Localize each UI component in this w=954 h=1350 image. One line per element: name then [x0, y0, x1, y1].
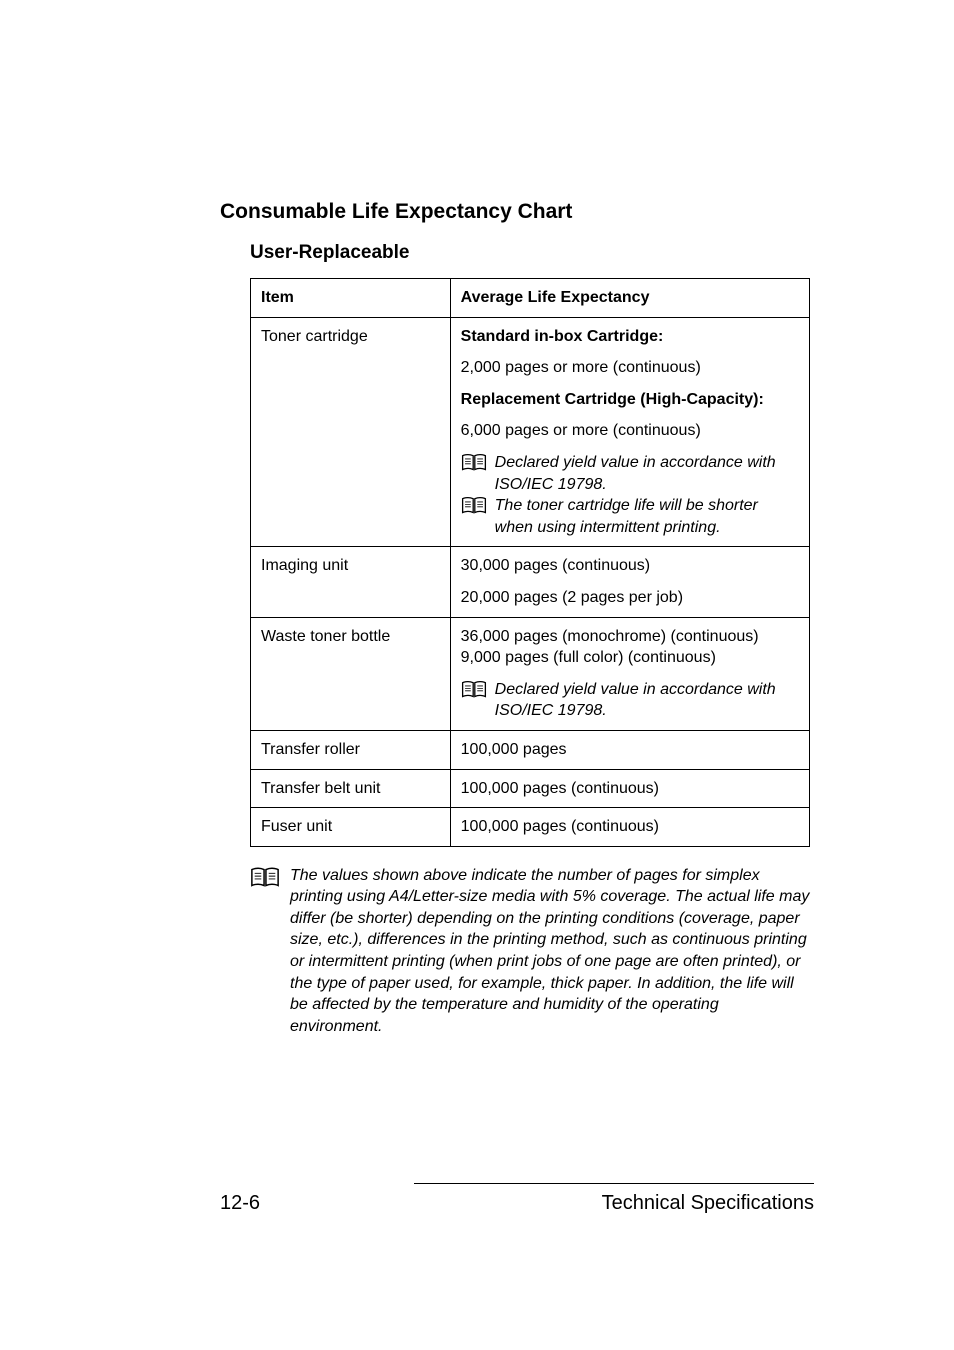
toner-note2-text: The toner cartridge life will be shorter…	[495, 495, 799, 538]
footer-row: 12-6 Technical Specifications	[220, 1192, 814, 1215]
cell-expect-imaging: 30,000 pages (continuous) 20,000 pages (…	[450, 547, 809, 617]
toner-rep-value: 6,000 pages or more (continuous)	[461, 420, 799, 442]
book-icon	[461, 496, 487, 516]
cell-item-transfer-belt: Transfer belt unit	[251, 769, 451, 808]
cell-expect-toner: Standard in-box Cartridge: 2,000 pages o…	[450, 317, 809, 547]
table-header-row: Item Average Life Expectancy	[251, 279, 810, 318]
subsection-heading: User-Replaceable	[250, 242, 814, 264]
cell-item-toner: Toner cartridge	[251, 317, 451, 547]
page-footer: 12-6 Technical Specifications	[220, 1183, 814, 1215]
cell-item-fuser: Fuser unit	[251, 808, 451, 847]
cell-expect-waste: 36,000 pages (monochrome) (continuous) 9…	[450, 617, 809, 730]
waste-note1: Declared yield value in accordance with …	[461, 679, 799, 722]
toner-note2: The toner cartridge life will be shorter…	[461, 495, 799, 538]
table-row: Waste toner bottle 36,000 pages (monochr…	[251, 617, 810, 730]
footer-rule	[414, 1183, 814, 1184]
table-row: Transfer roller 100,000 pages	[251, 730, 810, 769]
toner-note1-text: Declared yield value in accordance with …	[495, 452, 799, 495]
imaging-line2: 20,000 pages (2 pages per job)	[461, 587, 799, 609]
cell-expect-fuser: 100,000 pages (continuous)	[450, 808, 809, 847]
cell-item-imaging: Imaging unit	[251, 547, 451, 617]
book-icon	[461, 680, 487, 700]
imaging-line1: 30,000 pages (continuous)	[461, 555, 799, 577]
cell-expect-transfer-roller: 100,000 pages	[450, 730, 809, 769]
header-expectancy: Average Life Expectancy	[450, 279, 809, 318]
footnote-block: The values shown above indicate the numb…	[250, 865, 810, 1038]
table-row: Transfer belt unit 100,000 pages (contin…	[251, 769, 810, 808]
footer-section-title: Technical Specifications	[602, 1192, 814, 1215]
footnote-text: The values shown above indicate the numb…	[290, 865, 810, 1038]
cell-item-waste: Waste toner bottle	[251, 617, 451, 730]
toner-rep-label: Replacement Cartridge (High-Capacity):	[461, 389, 799, 411]
expectancy-table: Item Average Life Expectancy Toner cartr…	[250, 278, 810, 847]
book-icon	[461, 453, 487, 473]
table-row: Toner cartridge Standard in-box Cartridg…	[251, 317, 810, 547]
toner-std-value: 2,000 pages or more (continuous)	[461, 357, 799, 379]
footer-page-number: 12-6	[220, 1192, 260, 1215]
book-icon	[250, 866, 280, 890]
waste-note1-text: Declared yield value in accordance with …	[495, 679, 799, 722]
header-item: Item	[251, 279, 451, 318]
cell-expect-transfer-belt: 100,000 pages (continuous)	[450, 769, 809, 808]
page-container: Consumable Life Expectancy Chart User-Re…	[0, 0, 954, 1350]
section-heading: Consumable Life Expectancy Chart	[220, 200, 814, 224]
table-row: Fuser unit 100,000 pages (continuous)	[251, 808, 810, 847]
cell-item-transfer-roller: Transfer roller	[251, 730, 451, 769]
waste-line1: 36,000 pages (monochrome) (continuous) 9…	[461, 626, 799, 669]
toner-std-label: Standard in-box Cartridge:	[461, 326, 799, 348]
toner-note1: Declared yield value in accordance with …	[461, 452, 799, 495]
table-row: Imaging unit 30,000 pages (continuous) 2…	[251, 547, 810, 617]
